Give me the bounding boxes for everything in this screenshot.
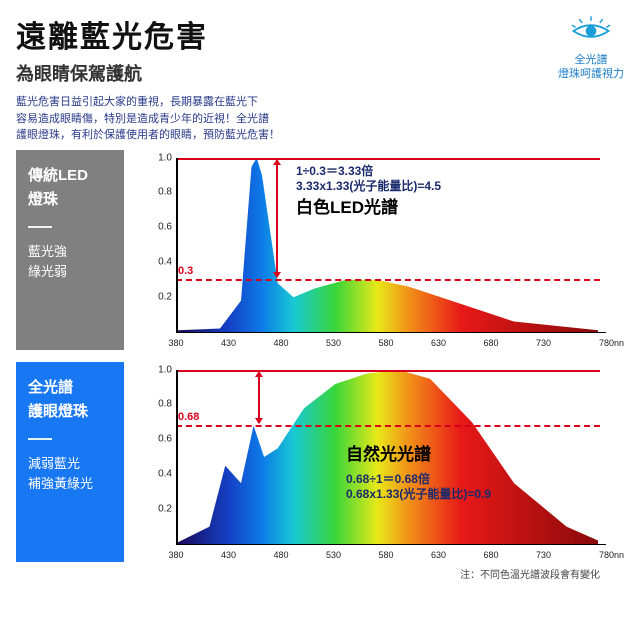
full-spectrum-side-label: 全光譜 護眼燈珠 減弱藍光 補強黃綠光	[16, 362, 124, 562]
eye-care-badge: 全光譜 燈珠呵護視力	[558, 16, 624, 82]
led-side-label: 傳統LED 燈珠 藍光強 綠光弱	[16, 150, 124, 350]
eye-label-1: 全光譜	[558, 53, 624, 67]
eye-icon	[558, 16, 624, 51]
page-subtitle: 為眼睛保駕護航	[16, 60, 558, 86]
footer-note: 注：不同色溫光譜波段會有變化	[16, 566, 624, 581]
page-title: 遠離藍光危害	[16, 12, 558, 56]
eye-label-2: 燈珠呵護視力	[558, 67, 624, 81]
description: 藍光危害日益引起大家的重視，長期暴露在藍光下 容易造成眼睛傷，特別是造成青少年的…	[16, 94, 356, 144]
natural-spectrum-chart: 0.68自然光光譜0.68÷1＝0.68倍0.68x1.33(光子能量比)=0.…	[124, 362, 624, 562]
led-spectrum-chart: 0.31÷0.3＝3.33倍3.33x1.33(光子能量比)=4.5白色LED光…	[124, 150, 624, 350]
